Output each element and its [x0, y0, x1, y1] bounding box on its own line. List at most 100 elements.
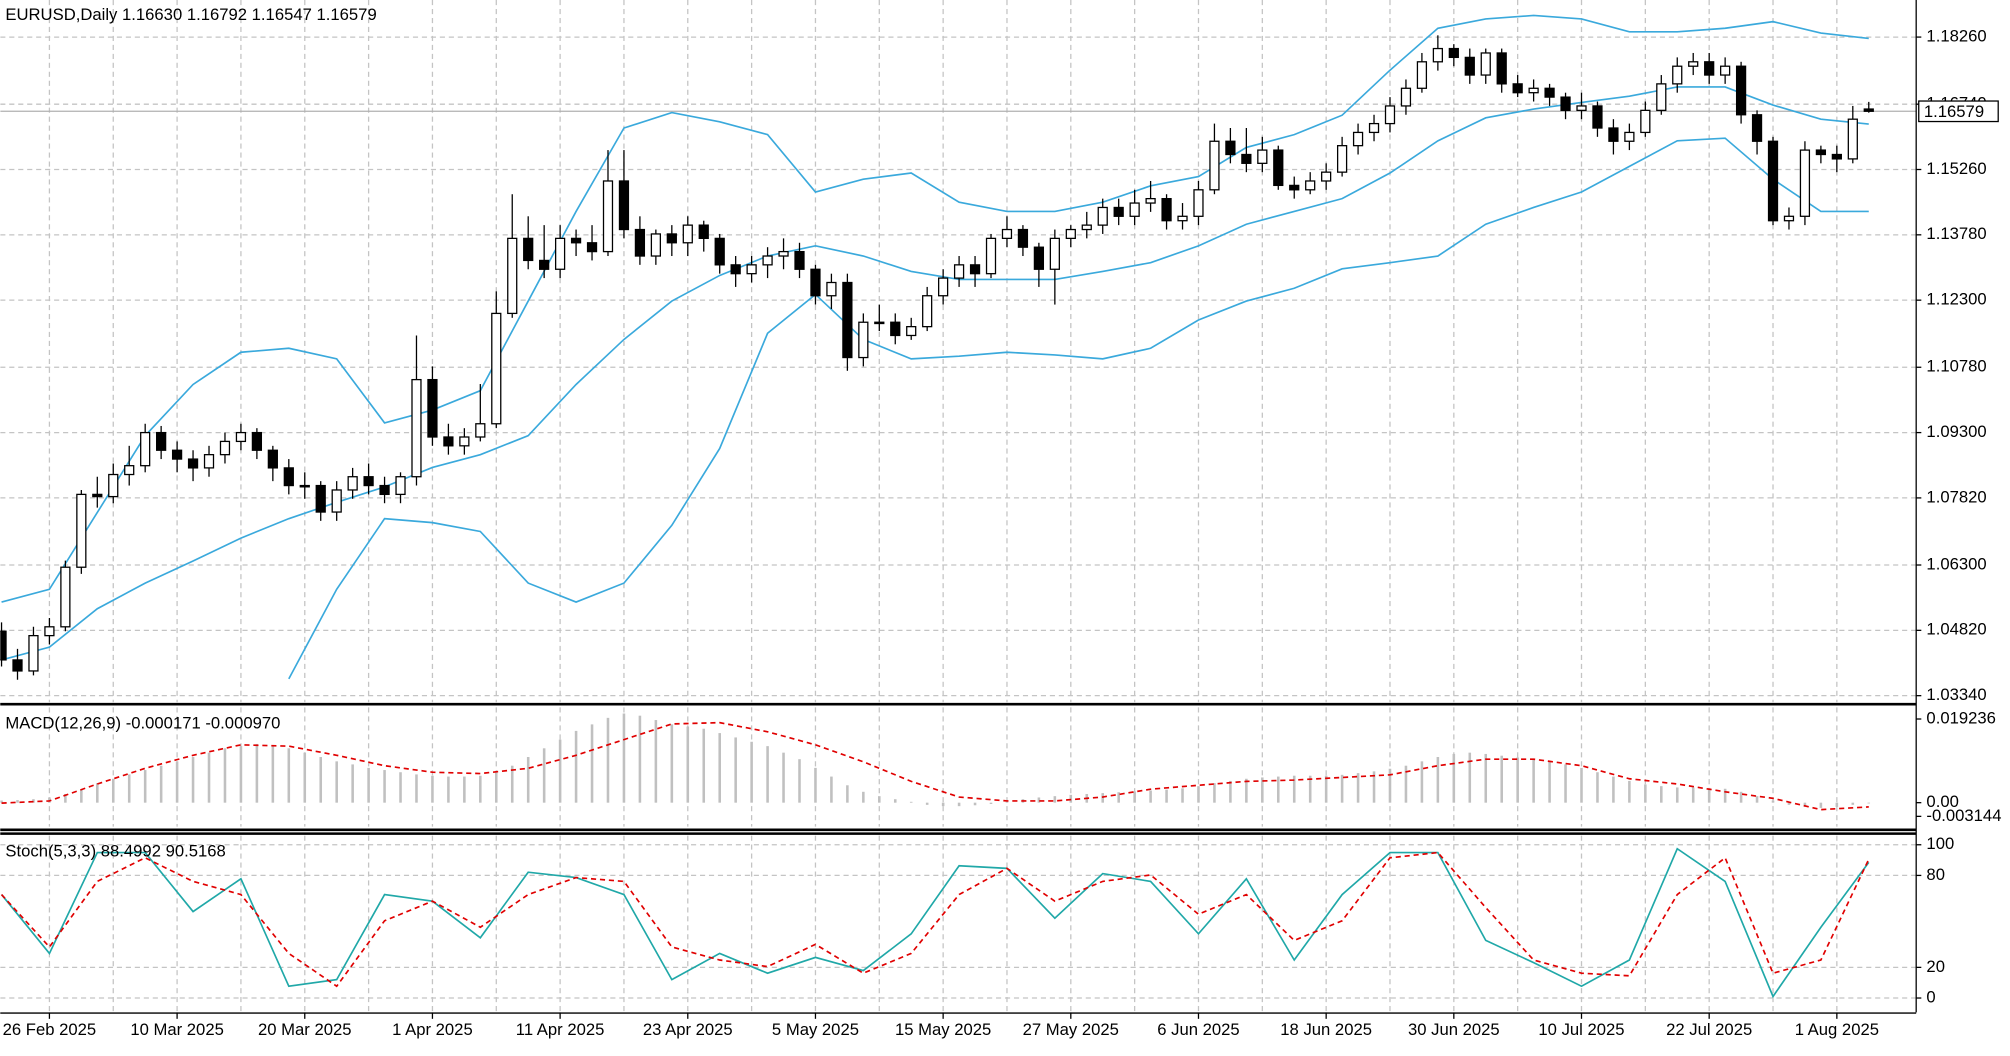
x-tick-label: 6 Jun 2025 [1157, 1020, 1239, 1039]
histogram-bar [96, 783, 99, 803]
candle-body [938, 277, 949, 297]
candle-body [1049, 237, 1060, 270]
candle-body [1352, 131, 1364, 147]
candle-body [363, 476, 374, 487]
x-tick-label: 10 Mar 2025 [130, 1020, 224, 1039]
histogram-bar [798, 759, 801, 803]
x-tick-label: 1 Aug 2025 [1795, 1020, 1879, 1039]
candle-body [650, 233, 661, 257]
histogram-bar [1292, 775, 1296, 803]
candle-body [586, 242, 598, 253]
candle-body [171, 449, 183, 460]
histogram-bar [1356, 773, 1360, 803]
candle-body [794, 250, 805, 270]
histogram-bar [479, 775, 482, 803]
candle-body [1608, 127, 1619, 142]
price-box [1918, 100, 1999, 123]
candle-body [778, 250, 789, 257]
candle-body [283, 467, 294, 487]
candle-body [1863, 108, 1874, 112]
indicator-line [1, 14, 1869, 603]
histogram-bar [1133, 791, 1136, 803]
x-tick-label: 23 Apr 2025 [643, 1020, 733, 1039]
candle-body [251, 431, 263, 451]
candle-body [1512, 83, 1523, 94]
histogram-bar [941, 802, 945, 807]
histogram-bar [111, 778, 115, 803]
candle-body [1831, 153, 1842, 160]
histogram-bar [734, 737, 737, 803]
histogram-bar [1596, 772, 1599, 803]
histogram-bar [1755, 796, 1759, 803]
y-tick-label: 0.00 [1926, 792, 1958, 811]
histogram-bar [1181, 788, 1184, 803]
candle-body [1145, 197, 1156, 204]
candle-body [730, 264, 741, 275]
histogram-bar [1213, 783, 1216, 803]
candle-body [746, 264, 757, 275]
histogram-bar [1340, 774, 1344, 803]
histogram-bar [1197, 786, 1200, 803]
candle-body [1480, 52, 1491, 76]
x-tick-label: 20 Mar 2025 [258, 1020, 352, 1039]
histogram-bar [1835, 802, 1839, 808]
candle-body [953, 264, 965, 279]
panel-title: Stoch(5,3,3) 88.4992 90.5168 [5, 842, 225, 861]
histogram-bar [1404, 765, 1408, 803]
histogram-bar [431, 775, 434, 803]
histogram-bar [16, 800, 19, 803]
candle-body [570, 237, 582, 244]
candle-body [491, 312, 502, 425]
candle-body [411, 378, 422, 478]
x-tick-label: 26 Feb 2025 [3, 1020, 97, 1039]
y-tick-label: 1.10780 [1926, 357, 1986, 376]
candle-body [140, 431, 151, 467]
y-tick-label: -0.003144 [1926, 806, 2001, 825]
candle-body [826, 281, 837, 297]
y-tick-label: 1.04820 [1926, 620, 1986, 639]
histogram-bar [846, 785, 849, 803]
histogram-bar [925, 802, 929, 805]
candle-body [1496, 52, 1507, 85]
candle-body [1289, 184, 1300, 191]
candle-body [1177, 215, 1188, 222]
candle-body [443, 436, 454, 447]
x-tick-label: 18 Jun 2025 [1280, 1020, 1372, 1039]
candle-body [1416, 61, 1428, 89]
histogram-bar [1564, 764, 1567, 803]
candle-body [331, 489, 342, 513]
x-tick-label: 15 May 2025 [895, 1020, 991, 1039]
y-tick-label: 20 [1926, 957, 1945, 976]
histogram-bar [686, 726, 690, 803]
histogram-bar [463, 776, 466, 803]
indicator-line [0, 847, 1870, 999]
candle-body [1783, 215, 1795, 222]
histogram-bar [255, 743, 259, 803]
candle-body [1129, 202, 1140, 217]
candle-body [634, 228, 646, 257]
candle-body [1751, 114, 1763, 142]
candle-body [1704, 61, 1715, 76]
histogram-bar [1675, 787, 1679, 803]
candle-body [507, 237, 518, 315]
x-tick-label: 27 May 2025 [1023, 1020, 1119, 1039]
histogram-bar [638, 715, 642, 803]
candle-body [347, 476, 358, 491]
histogram-bar [1771, 800, 1775, 803]
candle-body [1241, 153, 1252, 164]
x-tick-label: 30 Jun 2025 [1408, 1020, 1500, 1039]
histogram-bar [862, 791, 865, 803]
histogram-bar [1691, 787, 1695, 803]
candle-body [874, 321, 885, 325]
histogram-bar [1276, 776, 1280, 803]
histogram-bar [303, 752, 307, 803]
y-tick-label: 80 [1926, 865, 1945, 884]
candle-body [1257, 149, 1268, 164]
candle-body [1815, 149, 1827, 156]
histogram-bar [1723, 788, 1727, 803]
histogram-bar [1612, 776, 1615, 803]
candle-body [1193, 189, 1204, 217]
candle-body [459, 436, 470, 447]
candle-body [1225, 140, 1236, 156]
candle-body [985, 237, 997, 275]
